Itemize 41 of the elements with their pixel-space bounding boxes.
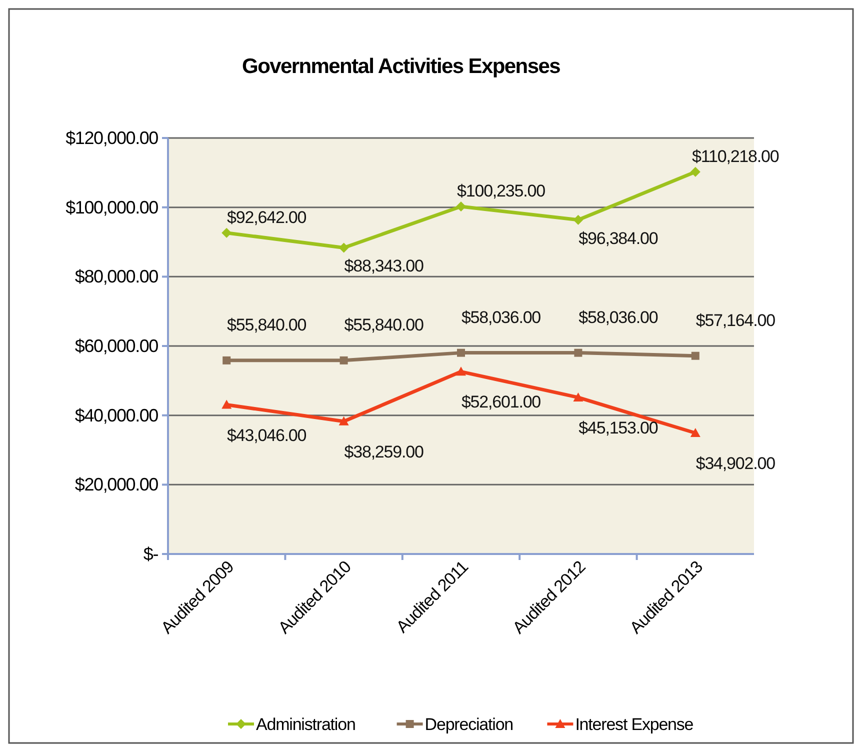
point [456, 366, 466, 376]
data-label: $34,902.00 [696, 454, 776, 474]
point [573, 392, 584, 402]
data-label: $55,840.00 [344, 315, 424, 334]
y-tick-label: $20,000.00 [74, 474, 159, 495]
point [690, 166, 700, 177]
data-label: $100,235.00 [457, 182, 546, 201]
point [691, 352, 700, 360]
data-label: $45,153.00 [578, 418, 658, 438]
chart-title: Governmental Activities Expenses [242, 55, 560, 78]
point [340, 356, 348, 364]
data-label: $88,343.00 [344, 256, 424, 276]
data-label: $58,036.00 [578, 308, 658, 327]
point [222, 228, 232, 238]
legend-label: Depreciation [424, 715, 514, 734]
y-tick-label: $60,000.00 [74, 336, 159, 356]
y-tick-label: $- [143, 544, 159, 564]
data-label: $38,259.00 [344, 442, 424, 462]
y-tick-label: $80,000.00 [74, 266, 159, 287]
legend-label: Administration [256, 715, 356, 734]
data-label: $92,642.00 [227, 208, 306, 227]
data-label: $110,218.00 [692, 146, 779, 166]
point [690, 428, 700, 438]
point [338, 416, 349, 426]
point [222, 400, 232, 409]
data-label: $58,036.00 [461, 308, 541, 327]
point [456, 202, 466, 212]
point [338, 242, 349, 253]
data-label: $96,384.00 [578, 228, 658, 248]
data-label: $52,601.00 [461, 392, 541, 412]
y-tick-label: $120,000.00 [66, 128, 159, 148]
point [574, 348, 582, 357]
data-label: $43,046.00 [227, 426, 306, 445]
data-label: $57,164.00 [696, 310, 776, 330]
point [457, 348, 465, 357]
y-tick-label: $100,000.00 [66, 197, 159, 218]
data-label: $55,840.00 [227, 315, 306, 334]
point [222, 356, 231, 364]
legend-label: Interest Expense [575, 715, 694, 734]
point [573, 214, 584, 225]
y-tick-label: $40,000.00 [74, 405, 159, 426]
